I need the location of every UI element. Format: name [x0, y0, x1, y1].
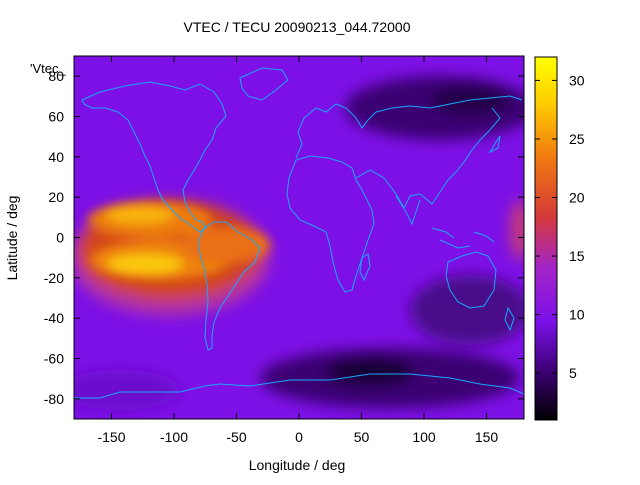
- chart-title: VTEC / TECU 20090213_044.72000: [183, 19, 410, 35]
- y-tick-label: 20: [48, 189, 64, 205]
- y-tick-label: -80: [44, 391, 64, 407]
- legend-key-label: 'Vtec_: [30, 61, 66, 76]
- y-axis-ticks: -80 -60 -40 -20 0 20 40 60 80: [44, 68, 524, 407]
- heatmap: [74, 56, 524, 419]
- y-tick-label: 60: [48, 109, 64, 125]
- colorbar-tick-label: 20: [569, 190, 585, 206]
- x-axis-label: Longitude / deg: [249, 457, 346, 473]
- x-tick-label: -150: [97, 429, 125, 445]
- colorbar-tick-label: 10: [569, 307, 585, 323]
- x-tick-label: 50: [354, 429, 370, 445]
- y-axis-label: Latitude / deg: [4, 196, 20, 281]
- region-yellow-north: [106, 206, 174, 224]
- colorbar-tick-label: 5: [569, 365, 577, 381]
- coastline-indonesia: [431, 227, 495, 249]
- region-dark-west-south: [74, 370, 180, 410]
- region-orange-east: [180, 227, 270, 263]
- x-tick-label: -50: [226, 429, 246, 445]
- coastline-africa: [286, 155, 375, 293]
- coastline-india: [395, 195, 421, 226]
- x-tick-label: 0: [295, 429, 303, 445]
- colorbar: [534, 56, 558, 421]
- coastline-new-zealand: [504, 306, 515, 332]
- y-tick-label: 0: [56, 230, 64, 246]
- coastline-asia: [355, 107, 501, 210]
- y-tick-label: 80: [48, 68, 64, 84]
- coastline-antarctica: [74, 373, 524, 399]
- y-tick-label: -60: [44, 351, 64, 367]
- coastline-australia: [445, 251, 497, 309]
- region-dark-east: [410, 275, 524, 345]
- region-yellow-south: [107, 254, 183, 274]
- x-tick-label: 100: [412, 429, 436, 445]
- y-tick-label: -40: [44, 310, 64, 326]
- coastline-europe: [295, 95, 523, 159]
- coastline-madagascar: [359, 253, 371, 282]
- coastline-north-america: [81, 81, 227, 233]
- y-tick-label: 40: [48, 149, 64, 165]
- y-tick-label: -20: [44, 270, 64, 286]
- region-dark-south-core: [325, 358, 415, 386]
- coastline-south-america: [197, 221, 261, 351]
- coastlines: [74, 67, 524, 399]
- coastline-greenland: [239, 67, 289, 101]
- colorbar-tick-label: 25: [569, 131, 585, 147]
- x-tick-label: 150: [475, 429, 499, 445]
- x-tick-label: -100: [160, 429, 188, 445]
- colorbar-ticks: 5 10 15 20 25 30: [535, 72, 585, 381]
- tec-peaks: [88, 202, 270, 280]
- region-magenta-east: [510, 200, 524, 260]
- colorbar-tick-label: 15: [569, 248, 585, 264]
- coastline-japan: [488, 135, 501, 154]
- x-axis-ticks: -150 -100 -50 0 50 100 150: [97, 56, 498, 445]
- colorbar-tick-label: 30: [569, 72, 585, 88]
